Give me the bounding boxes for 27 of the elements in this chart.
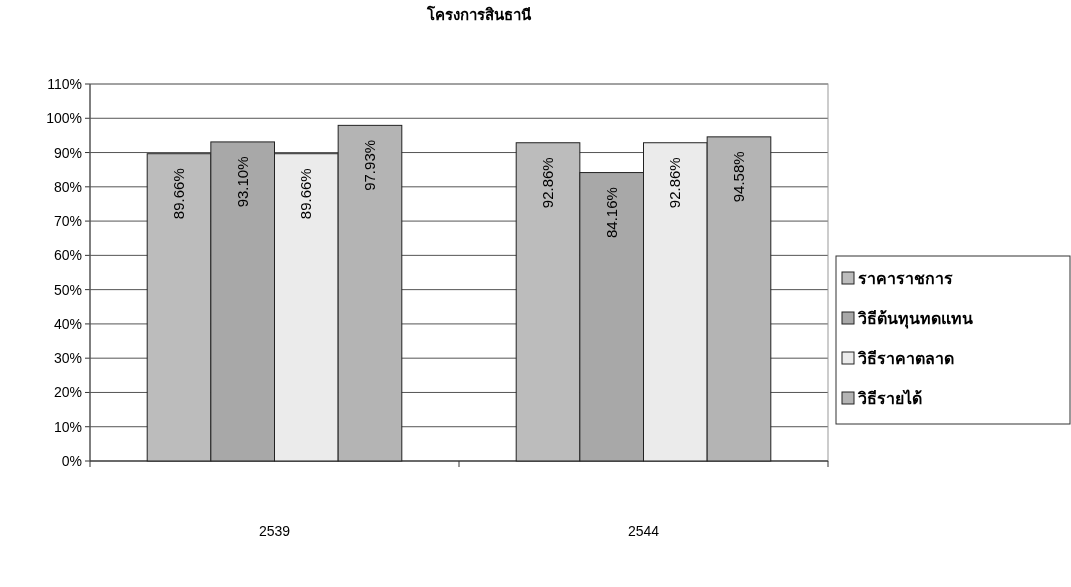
y-tick-label: 80%	[53, 178, 82, 195]
y-tick-label: 100%	[46, 110, 82, 127]
legend-label: วิธีต้นทุนทดแทน	[857, 309, 973, 329]
y-tick-label: 0%	[61, 453, 82, 469]
data-label: 89.66%	[170, 168, 188, 220]
data-label: 94.58%	[729, 151, 747, 203]
y-tick-label: 50%	[53, 281, 82, 298]
y-tick-label: 110%	[47, 76, 82, 92]
y-tick-label: 90%	[53, 144, 82, 161]
y-tick-label: 70%	[53, 213, 82, 230]
data-label: 89.66%	[297, 168, 315, 220]
y-tick-label: 40%	[53, 315, 82, 332]
y-tick-label: 60%	[53, 247, 82, 264]
chart-title: โครงการสินธานี	[426, 5, 532, 23]
y-tick-label: 30%	[53, 350, 82, 367]
legend-label: วิธีราคาตลาด	[857, 349, 954, 367]
x-tick-label: 2539	[258, 523, 291, 539]
data-label: 92.86%	[666, 157, 684, 209]
legend-label: ราคาราชการ	[858, 270, 953, 287]
data-label: 93.10%	[233, 156, 251, 208]
x-tick-label: 2544	[627, 523, 660, 539]
data-label: 84.16%	[602, 187, 620, 238]
data-label: 92.86%	[539, 157, 557, 209]
legend-label: วิธีรายได้	[857, 389, 922, 407]
y-tick-label: 20%	[53, 384, 82, 401]
data-label: 97.93%	[360, 139, 378, 191]
y-tick-label: 10%	[53, 418, 82, 435]
